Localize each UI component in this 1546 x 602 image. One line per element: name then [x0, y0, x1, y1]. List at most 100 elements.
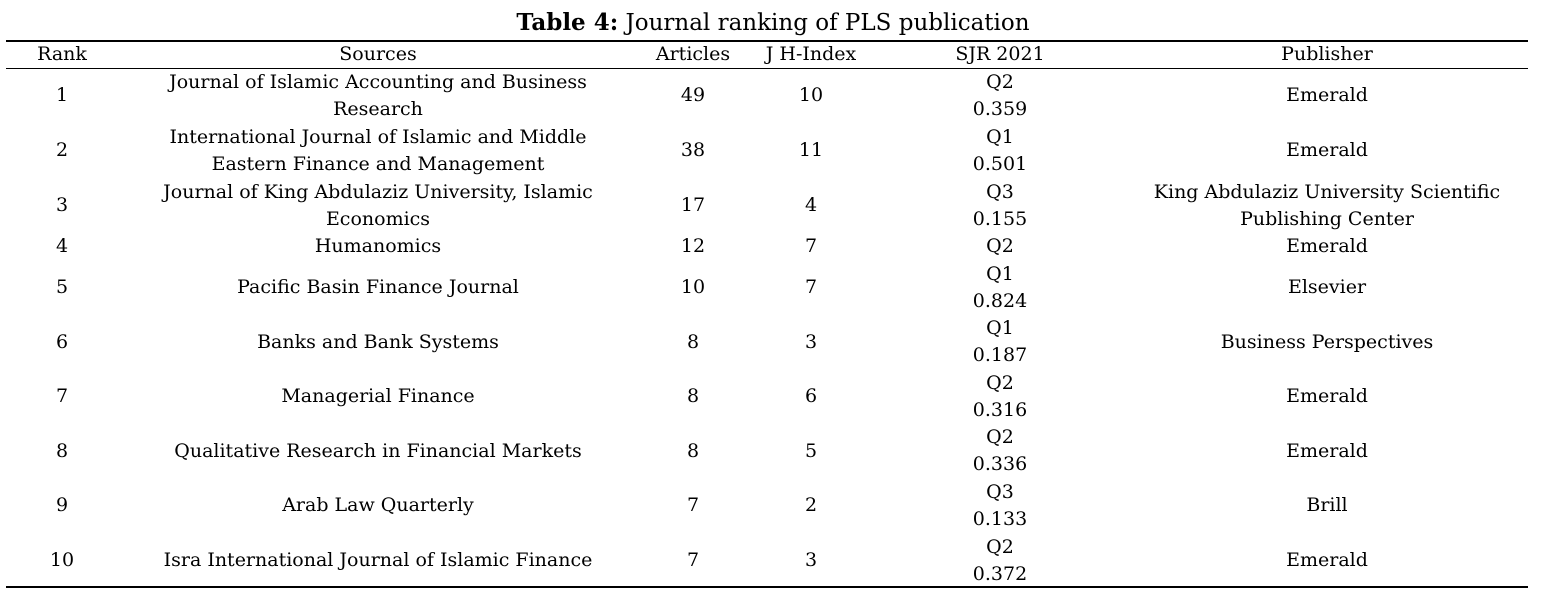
cell-source: Pacific Basin Finance Journal: [237, 276, 519, 298]
header-sources: Sources: [339, 43, 417, 65]
sjr-value: 0.359: [972, 97, 1028, 120]
cell-source: Banks and Bank Systems: [257, 330, 499, 353]
cell-publisher: Emerald: [1286, 439, 1368, 462]
table-row: 2 International Journal of Islamic and Mi…: [6, 123, 1528, 178]
cell-publisher: Brill: [1306, 494, 1348, 516]
cell-h-index: 6: [804, 385, 818, 407]
header-row: Rank Sources Articles J H-Index SJR 2021…: [6, 41, 1528, 68]
cell-h-index: 5: [804, 439, 818, 462]
cell-publisher: King Abdulaziz University Scientific Pub…: [1153, 180, 1501, 230]
cell-h-index: 7: [804, 276, 818, 298]
cell-sjr: Q3 0.133: [874, 478, 1126, 533]
cell-sjr: Q2 0.359: [874, 68, 1126, 123]
cell-articles: 12: [680, 235, 706, 257]
sjr-value: 0.316: [972, 398, 1028, 421]
cell-h-index: 11: [798, 139, 824, 161]
cell-articles: 7: [686, 549, 700, 571]
cell-rank: 8: [55, 439, 69, 462]
header-h-index: J H-Index: [765, 43, 857, 65]
cell-source: Journal of King Abdulaziz University, Is…: [163, 180, 593, 230]
cell-sjr: Q2 0.372: [874, 533, 1126, 588]
table-row: 6 Banks and Bank Systems 8 3 Q1 0.187 Business…: [6, 315, 1528, 369]
cell-source: Qualitative Research in Financial Market…: [174, 439, 582, 462]
cell-rank: 4: [55, 235, 69, 257]
cell-h-index: 2: [804, 494, 818, 516]
header-rank: Rank: [37, 43, 87, 65]
sjr-value: 0.155: [972, 207, 1028, 230]
cell-rank: 9: [55, 494, 69, 516]
sjr-quartile: Q1: [986, 317, 1014, 339]
sjr-quartile: Q2: [986, 535, 1014, 558]
cell-rank: 10: [49, 549, 75, 571]
cell-h-index: 4: [804, 194, 818, 216]
cell-articles: 8: [686, 439, 700, 462]
cell-h-index: 7: [804, 235, 818, 257]
cell-publisher: Emerald: [1286, 139, 1368, 161]
caption-text: Journal ranking of PLS publication: [618, 10, 1030, 36]
sjr-quartile: Q2: [986, 235, 1014, 257]
cell-source: Managerial Finance: [281, 385, 475, 407]
sjr-quartile: Q1: [986, 262, 1014, 285]
cell-source: Isra International Journal of Islamic Fi…: [163, 549, 593, 571]
cell-sjr: Q1 0.187: [874, 315, 1126, 369]
sjr-quartile: Q2: [986, 371, 1014, 394]
journal-ranking-table: Rank Sources Articles J H-Index SJR 2021…: [6, 41, 1528, 588]
caption-label: Table 4:: [516, 9, 619, 36]
cell-source: International Journal of Islamic and Mid…: [169, 125, 587, 175]
sjr-value: 0.372: [972, 562, 1028, 585]
cell-publisher: Emerald: [1286, 549, 1368, 571]
cell-sjr: Q1 0.824: [874, 260, 1126, 315]
cell-rank: 2: [55, 139, 69, 161]
cell-articles: 17: [680, 194, 706, 216]
cell-source: Journal of Islamic Accounting and Busine…: [169, 70, 587, 120]
cell-articles: 10: [680, 276, 706, 298]
table-header: Rank Sources Articles J H-Index SJR 2021…: [6, 41, 1528, 68]
cell-articles: 8: [686, 330, 700, 353]
cell-articles: 49: [680, 84, 706, 106]
cell-rank: 7: [55, 385, 69, 407]
cell-h-index: 10: [798, 84, 824, 106]
sjr-value: 0.336: [972, 453, 1028, 475]
cell-publisher: Elsevier: [1287, 276, 1367, 298]
cell-h-index: 3: [804, 330, 818, 353]
cell-sjr: Q1 0.501: [874, 123, 1126, 178]
cell-sjr: Q2 0.316: [874, 369, 1126, 424]
header-rule: [6, 68, 1528, 69]
table-row: 10 Isra International Journal of Islamic …: [6, 533, 1528, 588]
sjr-quartile: Q3: [986, 480, 1014, 503]
cell-source: Arab Law Quarterly: [282, 494, 474, 516]
sjr-quartile: Q3: [986, 180, 1014, 203]
cell-rank: 6: [55, 330, 69, 353]
cell-publisher: Emerald: [1286, 84, 1368, 106]
table-body: 1 Journal of Islamic Accounting and Busin…: [6, 68, 1528, 588]
top-rule: [6, 40, 1528, 42]
table-row: 1 Journal of Islamic Accounting and Busin…: [6, 68, 1528, 123]
cell-rank: 3: [55, 194, 69, 216]
table-row: 3 Journal of King Abdulaziz University, I…: [6, 178, 1528, 233]
table-row: 8 Qualitative Research in Financial Marke…: [6, 424, 1528, 478]
cell-articles: 7: [686, 494, 700, 516]
table-row: 9 Arab Law Quarterly 7 2 Q3 0.133 Brill: [6, 478, 1528, 533]
cell-rank: 5: [55, 276, 69, 298]
table-row: 7 Managerial Finance 8 6 Q2 0.316 Emerald: [6, 369, 1528, 424]
cell-publisher: Emerald: [1286, 235, 1368, 257]
bottom-rule: [6, 586, 1528, 588]
sjr-value: 0.501: [972, 152, 1028, 175]
header-publisher: Publisher: [1281, 43, 1373, 65]
header-articles: Articles: [655, 43, 731, 65]
cell-articles: 8: [686, 385, 700, 407]
cell-publisher: Business Perspectives: [1220, 330, 1434, 353]
header-sjr: SJR 2021: [955, 43, 1045, 65]
cell-sjr: Q2: [874, 233, 1126, 260]
sjr-value: 0.133: [972, 507, 1028, 530]
cell-sjr: Q3 0.155: [874, 178, 1126, 233]
table-row: 5 Pacific Basin Finance Journal 10 7 Q1 0.824…: [6, 260, 1528, 315]
sjr-value: 0.824: [972, 289, 1028, 312]
sjr-quartile: Q1: [986, 125, 1014, 148]
sjr-quartile: Q2: [986, 70, 1014, 93]
sjr-value: 0.187: [972, 344, 1028, 366]
cell-source: Humanomics: [314, 235, 442, 257]
table-caption: Table 4: Journal ranking of PLS publicat…: [0, 8, 1546, 38]
table-row: 4 Humanomics 12 7 Q2 Emerald: [6, 233, 1528, 260]
cell-sjr: Q2 0.336: [874, 424, 1126, 478]
